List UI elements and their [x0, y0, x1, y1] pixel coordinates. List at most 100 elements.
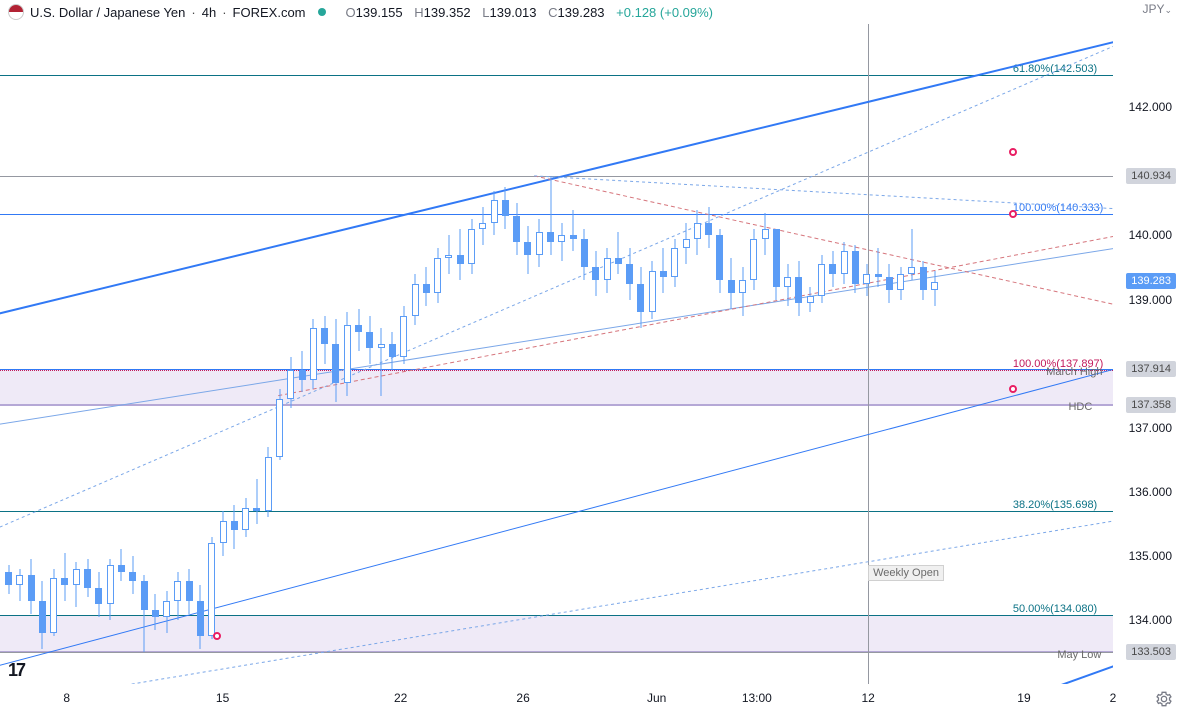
- candlestick: [467, 219, 476, 273]
- y-axis-currency[interactable]: JPY⌄: [1142, 2, 1172, 16]
- chart-header: U.S. Dollar / Japanese Yen · 4h · FOREX.…: [0, 0, 1178, 24]
- candlestick: [83, 559, 92, 597]
- horizontal-level[interactable]: [0, 214, 1113, 215]
- candlestick: [320, 316, 329, 364]
- x-axis-tick: Jun: [647, 691, 666, 705]
- y-axis-level-tag: 133.503: [1126, 644, 1176, 660]
- price-chart[interactable]: 61.80%(142.503)100.00%(140.333)100.00%(1…: [0, 24, 1113, 684]
- candlestick: [411, 274, 420, 325]
- candlestick: [388, 332, 397, 370]
- candlestick: [907, 229, 916, 280]
- y-axis-tick: 134.000: [1129, 613, 1172, 627]
- chart-annotation: March High: [1046, 366, 1102, 378]
- candlestick: [896, 267, 905, 299]
- ohlc-readout: O139.155 H139.352 L139.013 C139.283 +0.1…: [338, 5, 714, 20]
- candlestick: [817, 255, 826, 303]
- candlestick: [478, 207, 487, 245]
- level-label: 50.00%(134.080): [1013, 603, 1097, 615]
- x-axis[interactable]: 8152226Jun13:0012192: [0, 684, 1113, 711]
- horizontal-level[interactable]: [0, 176, 1113, 177]
- price-marker-icon[interactable]: [213, 632, 221, 640]
- y-axis-level-tag: 137.358: [1126, 397, 1176, 413]
- candlestick: [794, 261, 803, 315]
- horizontal-level[interactable]: [0, 405, 1113, 406]
- candlestick: [117, 549, 126, 581]
- y-axis-tick: 136.000: [1129, 485, 1172, 499]
- candlestick: [806, 287, 815, 313]
- candlestick: [343, 312, 352, 395]
- candlestick: [399, 306, 408, 364]
- candlestick: [862, 264, 871, 296]
- candlestick: [173, 572, 182, 620]
- candlestick: [185, 569, 194, 614]
- chart-annotation: May Low: [1057, 649, 1101, 661]
- y-axis-tick: 137.000: [1129, 421, 1172, 435]
- timeframe[interactable]: 4h: [202, 5, 216, 20]
- horizontal-level[interactable]: [0, 75, 1113, 76]
- x-axis-tick: 19: [1017, 691, 1030, 705]
- data-source[interactable]: FOREX.com: [233, 5, 306, 20]
- candlestick: [625, 248, 634, 299]
- candlestick: [828, 251, 837, 286]
- candlestick: [851, 245, 860, 293]
- candlestick: [715, 229, 724, 293]
- candlestick: [72, 562, 81, 607]
- candlestick: [636, 267, 645, 328]
- candlestick: [648, 261, 657, 319]
- candlestick: [264, 447, 273, 517]
- x-axis-tick: 8: [63, 691, 70, 705]
- candlestick: [885, 264, 894, 302]
- candlestick: [354, 309, 363, 351]
- candlestick: [309, 319, 318, 389]
- candlestick: [27, 559, 36, 613]
- candlestick: [286, 357, 295, 408]
- instrument-title[interactable]: U.S. Dollar / Japanese Yen: [30, 5, 185, 20]
- candlestick: [377, 328, 386, 395]
- candlestick: [456, 229, 465, 280]
- candlestick: [682, 223, 691, 265]
- current-price-tag: 139.283: [1126, 273, 1176, 289]
- candlestick: [603, 248, 612, 293]
- horizontal-level[interactable]: [0, 370, 1113, 371]
- market-status-icon: [318, 8, 326, 16]
- candlestick: [546, 176, 555, 255]
- price-marker-icon[interactable]: [1009, 148, 1017, 156]
- horizontal-level[interactable]: [0, 652, 1113, 653]
- candlestick: [535, 219, 544, 267]
- candlestick: [94, 572, 103, 617]
- candlestick: [60, 553, 69, 601]
- candlestick: [196, 585, 205, 649]
- candlestick: [433, 248, 442, 302]
- candlestick: [298, 351, 307, 393]
- candlestick: [140, 575, 149, 652]
- candlestick: [919, 261, 928, 299]
- vertical-line[interactable]: [868, 24, 869, 684]
- horizontal-level[interactable]: [0, 511, 1113, 512]
- trendlines-layer: [0, 24, 1113, 684]
- price-marker-icon[interactable]: [1009, 210, 1017, 218]
- candlestick: [749, 229, 758, 290]
- candlestick: [659, 248, 668, 293]
- candlestick: [580, 229, 589, 280]
- price-marker-icon[interactable]: [1009, 385, 1017, 393]
- candlestick: [569, 210, 578, 252]
- y-axis-tick: 139.000: [1129, 293, 1172, 307]
- x-axis-tick: 22: [394, 691, 407, 705]
- candlestick: [230, 505, 239, 550]
- x-axis-tick: 15: [216, 691, 229, 705]
- candlestick: [422, 267, 431, 305]
- candlestick: [275, 389, 284, 459]
- settings-icon[interactable]: [1156, 691, 1172, 707]
- y-axis-tick: 142.000: [1129, 100, 1172, 114]
- y-axis[interactable]: 134.000135.000136.000137.000139.000140.0…: [1113, 24, 1178, 684]
- candlestick: [444, 235, 453, 273]
- candlestick: [670, 239, 679, 287]
- candlestick: [128, 556, 137, 594]
- tradingview-logo-icon: 17: [8, 660, 24, 681]
- chart-annotation: HDC: [1068, 401, 1092, 413]
- candlestick: [557, 223, 566, 261]
- candlestick: [693, 210, 702, 255]
- candlestick: [151, 594, 160, 629]
- chart-annotation: Weekly Open: [868, 565, 944, 581]
- candlestick: [727, 258, 736, 309]
